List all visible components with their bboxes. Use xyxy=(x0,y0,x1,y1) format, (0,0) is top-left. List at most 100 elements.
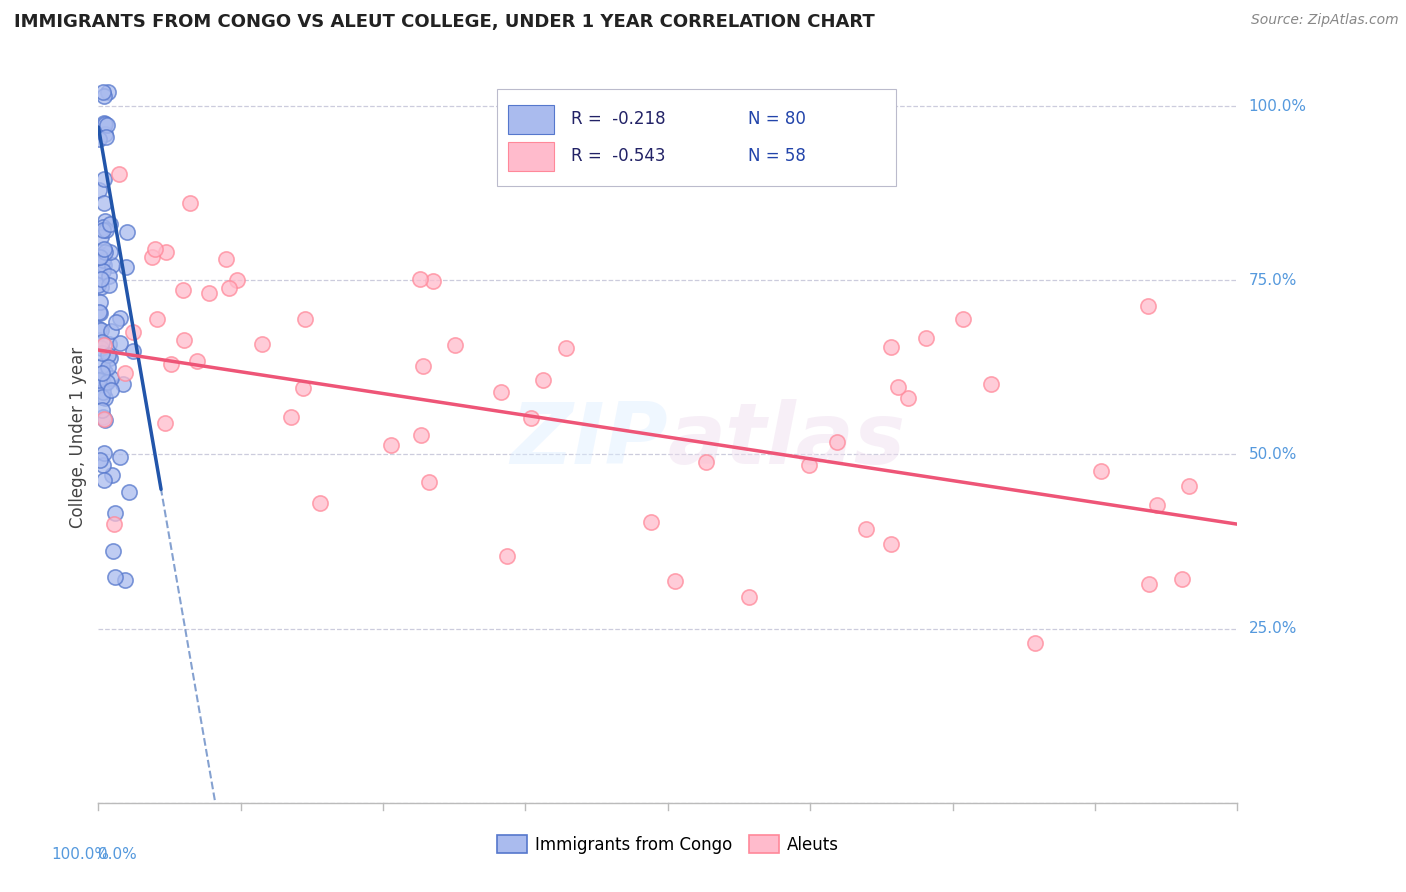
Point xyxy=(855,523,877,537)
Point xyxy=(880,537,903,551)
Point xyxy=(87,277,110,292)
Point xyxy=(89,452,111,467)
Point xyxy=(145,242,167,256)
Point xyxy=(93,258,115,272)
Point xyxy=(146,312,169,326)
Point xyxy=(215,252,238,267)
Point xyxy=(93,85,115,99)
Point xyxy=(115,225,138,239)
Point xyxy=(799,458,821,472)
Point xyxy=(97,85,120,99)
Text: N = 58: N = 58 xyxy=(748,147,806,165)
Point xyxy=(531,373,554,387)
Point xyxy=(94,391,117,405)
Point xyxy=(107,167,129,181)
Text: N = 80: N = 80 xyxy=(748,111,806,128)
Point xyxy=(198,285,221,300)
Point xyxy=(90,372,112,386)
Text: 75.0%: 75.0% xyxy=(1249,273,1298,288)
Point xyxy=(412,359,434,374)
Point xyxy=(886,379,908,393)
Point xyxy=(90,248,112,262)
Point xyxy=(418,475,440,490)
Text: R =  -0.543: R = -0.543 xyxy=(571,147,665,165)
Point xyxy=(409,428,432,442)
Point xyxy=(104,570,127,584)
Text: IMMIGRANTS FROM CONGO VS ALEUT COLLEGE, UNDER 1 YEAR CORRELATION CHART: IMMIGRANTS FROM CONGO VS ALEUT COLLEGE, … xyxy=(14,13,875,31)
Point xyxy=(98,244,121,259)
Point xyxy=(89,306,111,320)
Point xyxy=(87,322,110,336)
Point xyxy=(114,366,136,380)
Point xyxy=(93,172,115,186)
Point xyxy=(100,370,122,384)
Point xyxy=(98,217,121,231)
Point xyxy=(1090,464,1112,478)
Y-axis label: College, Under 1 year: College, Under 1 year xyxy=(69,346,87,528)
Text: 25.0%: 25.0% xyxy=(1249,621,1298,636)
Point xyxy=(89,341,111,355)
Point xyxy=(380,438,402,452)
Point xyxy=(218,281,240,295)
Point xyxy=(87,132,110,146)
Point xyxy=(554,341,576,355)
Point xyxy=(100,384,122,398)
Text: 100.0%: 100.0% xyxy=(1249,99,1306,113)
Point xyxy=(93,411,115,425)
Point xyxy=(94,223,117,237)
Legend: Immigrants from Congo, Aleuts: Immigrants from Congo, Aleuts xyxy=(489,829,846,860)
Point xyxy=(93,473,115,487)
Point xyxy=(90,390,112,404)
Point xyxy=(122,344,145,359)
Point xyxy=(173,283,195,297)
Point xyxy=(108,310,131,325)
Point xyxy=(91,223,114,237)
Point xyxy=(91,458,114,472)
Point xyxy=(118,485,141,500)
Point xyxy=(186,354,208,368)
Point xyxy=(91,366,114,380)
Point xyxy=(94,117,117,131)
Point xyxy=(640,515,662,529)
Point xyxy=(101,467,124,482)
Point xyxy=(141,250,163,264)
Point xyxy=(90,258,112,272)
Point xyxy=(91,252,114,267)
Point xyxy=(153,416,176,430)
Point xyxy=(93,384,115,399)
Point xyxy=(91,359,114,373)
Point xyxy=(90,280,112,294)
Point xyxy=(695,455,717,469)
Point xyxy=(91,410,114,425)
Point xyxy=(880,340,903,354)
Point xyxy=(93,116,115,130)
Point xyxy=(1171,572,1194,586)
Point xyxy=(90,229,112,244)
Point xyxy=(1137,299,1160,313)
Point xyxy=(121,325,143,339)
Point xyxy=(103,516,125,531)
Point xyxy=(915,331,938,345)
Text: 0.0%: 0.0% xyxy=(98,847,138,862)
Point xyxy=(111,376,134,391)
Point xyxy=(308,496,330,510)
Text: 100.0%: 100.0% xyxy=(52,847,110,862)
Point xyxy=(155,244,177,259)
Point xyxy=(100,258,122,272)
Point xyxy=(89,250,111,264)
Bar xyxy=(509,142,554,171)
Point xyxy=(90,346,112,360)
Point xyxy=(97,337,120,351)
Bar xyxy=(509,104,554,134)
Point xyxy=(520,411,543,425)
Point xyxy=(114,260,136,275)
Point xyxy=(93,365,115,379)
Text: Source: ZipAtlas.com: Source: ZipAtlas.com xyxy=(1251,13,1399,28)
Point xyxy=(664,574,686,588)
Point xyxy=(90,403,112,417)
Point xyxy=(97,359,120,374)
Point xyxy=(980,377,1002,392)
Point xyxy=(952,311,974,326)
Point xyxy=(110,450,132,465)
Point xyxy=(89,294,111,309)
